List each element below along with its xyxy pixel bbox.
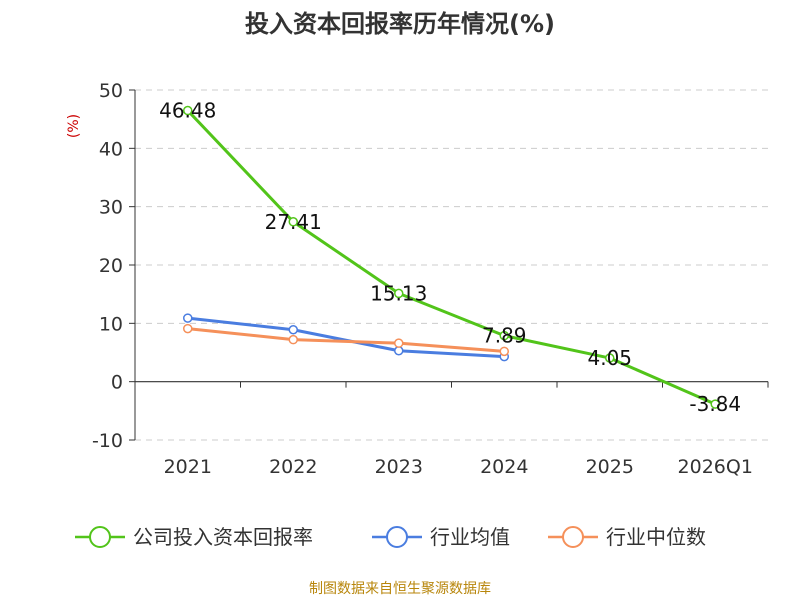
data-label: 46.48 [159,99,216,123]
chart-title: 投入资本回报率历年情况(%) [245,10,555,38]
data-point [394,288,404,299]
legend-label: 行业均值 [430,525,510,549]
data-point [183,105,193,116]
data-point [499,330,509,341]
data-label: -3.84 [689,392,741,416]
x-tick-label: 2021 [164,456,212,478]
source-note: 制图数据来自恒生聚源数据库 [309,581,491,597]
y-tick-label: 10 [99,313,123,335]
legend-label: 行业中位数 [606,525,706,549]
data-point [710,399,720,409]
data-point [499,346,509,357]
legend-marker [562,526,584,548]
data-point [605,353,615,363]
data-point [183,313,193,323]
y-tick-label: 40 [99,138,123,160]
legend: 公司投入资本回报率 行业均值 行业中位数 [75,525,706,549]
series-line [186,109,716,406]
data-point [394,338,404,348]
y-tick-label: 20 [99,255,123,277]
data-labels: 46.48 27.41 15.13 7.89 4.05 -3.84 [159,99,741,417]
x-tick-label: 2025 [586,456,634,478]
legend-marker [386,526,408,548]
y-tick-label: 30 [99,197,123,219]
y-tick-label: -10 [92,430,123,452]
data-point [183,323,193,334]
x-tick-label: 2023 [375,456,423,478]
legend-marker [89,526,111,548]
y-tick-label: 0 [111,372,123,394]
data-label: 27.41 [265,210,322,234]
series-line [187,327,505,353]
x-tick-label: 2022 [269,456,317,478]
data-point [288,334,298,345]
x-tick-label: 2026Q1 [678,456,753,478]
y-axis-unit-label: (%) [66,114,82,138]
axes: 50 40 30 20 10 0 -10 2021 2022 2023 2024 2025 2026Q1 [92,80,769,478]
data-label: 4.05 [587,346,632,370]
legend-label: 公司投入资本回报率 [133,525,313,549]
data-point [394,346,404,356]
series-line [187,316,505,359]
y-tick-label: 50 [99,80,123,102]
series-layer [183,105,720,409]
data-point [288,217,298,227]
data-label: 15.13 [370,281,427,305]
x-tick-label: 2024 [480,456,528,478]
data-point [288,325,298,335]
data-label: 7.89 [482,324,527,348]
